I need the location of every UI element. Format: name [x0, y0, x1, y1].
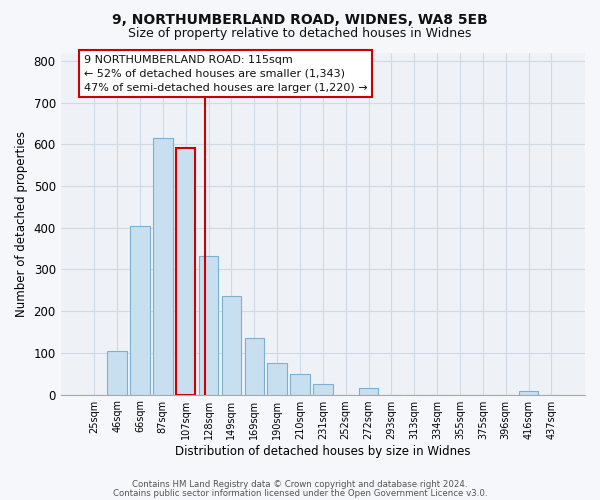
Text: 9, NORTHUMBERLAND ROAD, WIDNES, WA8 5EB: 9, NORTHUMBERLAND ROAD, WIDNES, WA8 5EB: [112, 12, 488, 26]
Bar: [245, 338, 264, 394]
Bar: [107, 351, 127, 395]
Bar: [268, 363, 287, 394]
Bar: [153, 138, 173, 394]
Bar: [519, 391, 538, 394]
Bar: [313, 384, 332, 394]
Text: Contains HM Land Registry data © Crown copyright and database right 2024.: Contains HM Land Registry data © Crown c…: [132, 480, 468, 489]
Bar: [176, 148, 196, 394]
Bar: [199, 256, 218, 394]
Text: Contains public sector information licensed under the Open Government Licence v3: Contains public sector information licen…: [113, 488, 487, 498]
Bar: [221, 296, 241, 394]
Text: 9 NORTHUMBERLAND ROAD: 115sqm
← 52% of detached houses are smaller (1,343)
47% o: 9 NORTHUMBERLAND ROAD: 115sqm ← 52% of d…: [84, 54, 368, 92]
Y-axis label: Number of detached properties: Number of detached properties: [15, 130, 28, 316]
Bar: [130, 226, 149, 394]
X-axis label: Distribution of detached houses by size in Widnes: Distribution of detached houses by size …: [175, 444, 470, 458]
Bar: [359, 388, 378, 394]
Text: Size of property relative to detached houses in Widnes: Size of property relative to detached ho…: [128, 28, 472, 40]
Bar: [290, 374, 310, 394]
